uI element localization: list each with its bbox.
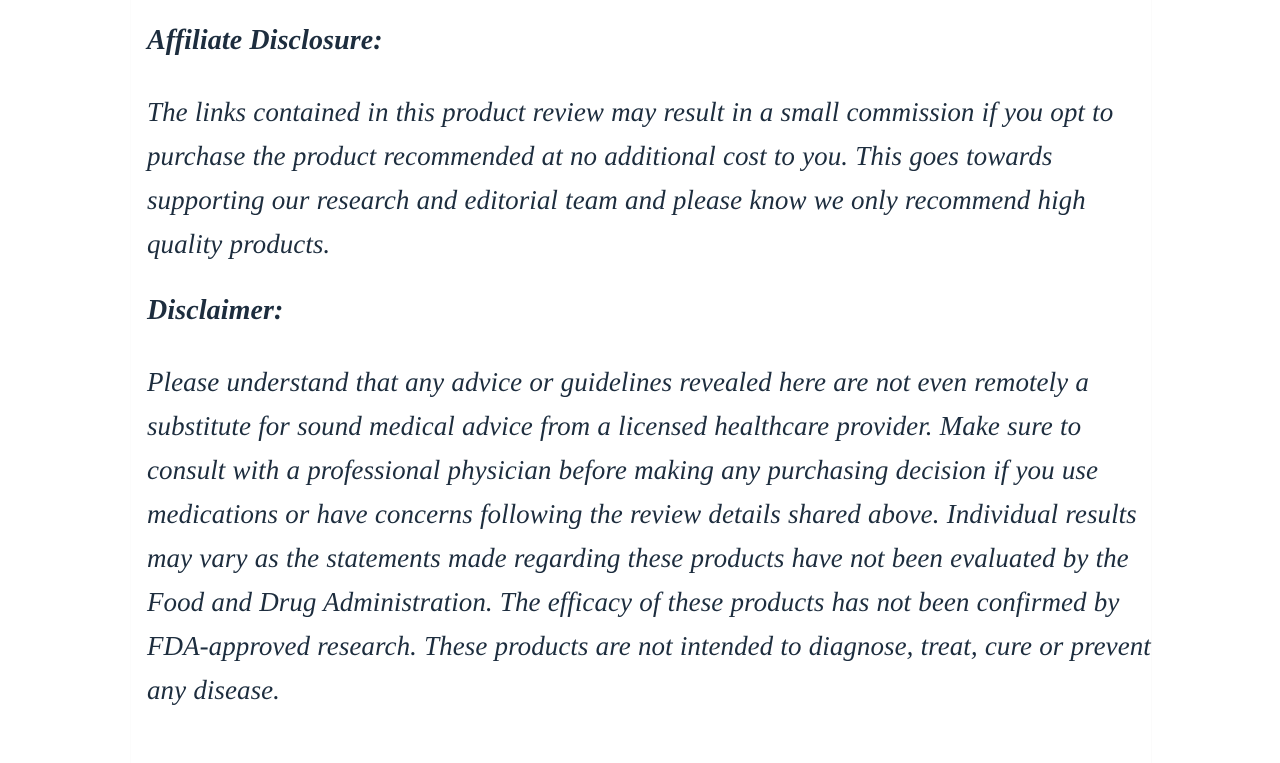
disclaimer-text: Please understand that any advice or gui… — [147, 367, 1151, 705]
disclaimer-heading: Disclaimer: — [147, 295, 284, 326]
content-column: Affiliate Disclosure: The links containe… — [130, 0, 1152, 763]
affiliate-disclosure-heading: Affiliate Disclosure: — [147, 25, 383, 56]
affiliate-disclosure-text: The links contained in this product revi… — [147, 97, 1114, 259]
